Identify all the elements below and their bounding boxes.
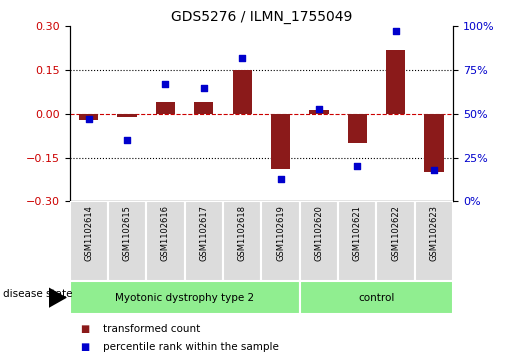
Bar (184, 201, 223, 281)
Point (391, 28, 400, 34)
Bar (79, 114, 98, 120)
Bar (233, 70, 252, 114)
Bar (108, 201, 146, 281)
Point (315, 106, 323, 111)
Bar (271, 114, 290, 169)
Text: GSM1102617: GSM1102617 (199, 205, 208, 261)
Point (353, 163, 362, 169)
Text: disease state: disease state (3, 289, 72, 299)
Point (84, 116, 93, 122)
Bar (424, 114, 443, 172)
Text: ■: ■ (80, 323, 89, 334)
Bar (261, 201, 300, 281)
Bar (117, 114, 136, 117)
Text: GSM1102615: GSM1102615 (123, 205, 131, 261)
Bar (70, 201, 108, 281)
Bar (376, 201, 415, 281)
Point (200, 85, 208, 90)
Bar (70, 281, 300, 314)
Bar (348, 114, 367, 143)
Bar (300, 281, 453, 314)
Text: GSM1102616: GSM1102616 (161, 205, 170, 261)
Point (430, 167, 438, 173)
Bar (310, 110, 329, 114)
Bar (146, 201, 184, 281)
Point (123, 137, 131, 143)
Text: ■: ■ (80, 342, 89, 352)
Point (238, 55, 246, 61)
Polygon shape (49, 287, 67, 308)
Text: GSM1102618: GSM1102618 (238, 205, 247, 261)
Point (161, 81, 169, 87)
Text: GSM1102620: GSM1102620 (315, 205, 323, 261)
Bar (156, 102, 175, 114)
Text: transformed count: transformed count (103, 323, 200, 334)
Title: GDS5276 / ILMN_1755049: GDS5276 / ILMN_1755049 (170, 10, 352, 24)
Bar (223, 201, 261, 281)
Bar (386, 49, 405, 114)
Bar (338, 201, 376, 281)
Text: GSM1102619: GSM1102619 (276, 205, 285, 261)
Text: control: control (358, 293, 394, 303)
Text: percentile rank within the sample: percentile rank within the sample (103, 342, 279, 352)
Text: GSM1102623: GSM1102623 (430, 205, 438, 261)
Text: GSM1102622: GSM1102622 (391, 205, 400, 261)
Bar (194, 102, 213, 114)
Text: GSM1102614: GSM1102614 (84, 205, 93, 261)
Point (277, 176, 285, 182)
Text: GSM1102621: GSM1102621 (353, 205, 362, 261)
Text: Myotonic dystrophy type 2: Myotonic dystrophy type 2 (115, 293, 254, 303)
Bar (300, 201, 338, 281)
Bar (415, 201, 453, 281)
